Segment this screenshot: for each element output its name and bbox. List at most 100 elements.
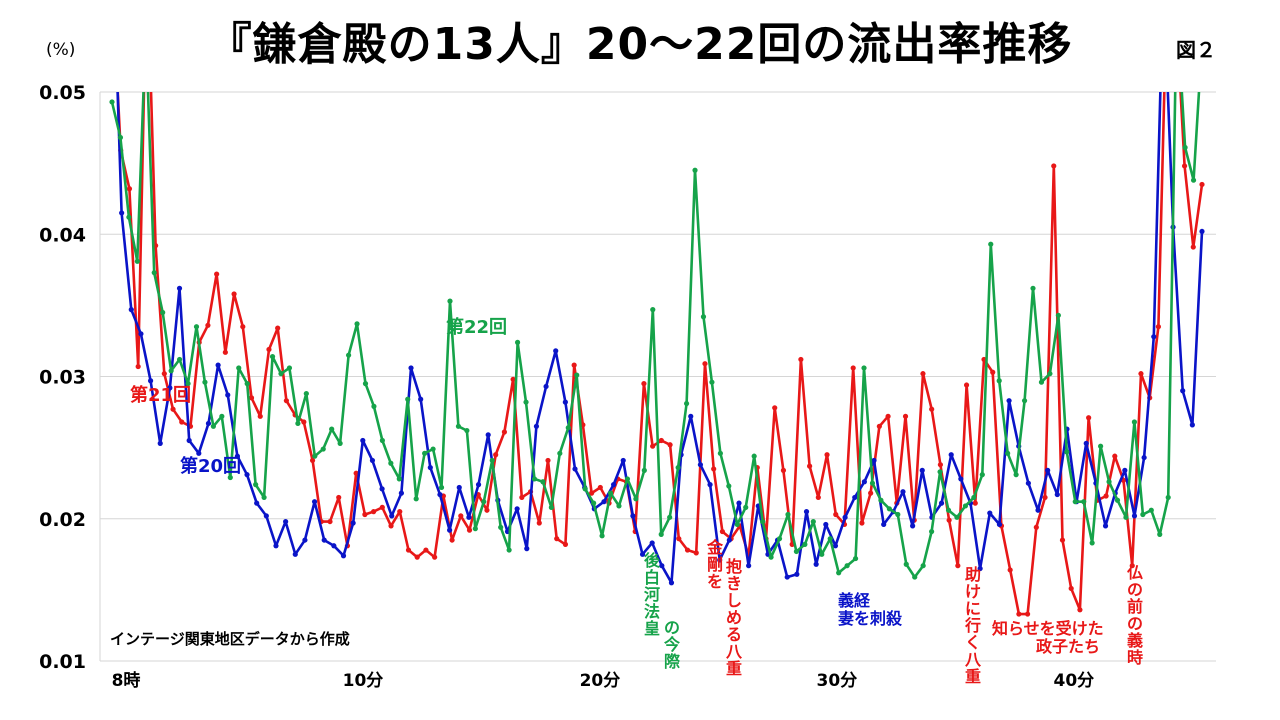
data-point bbox=[726, 483, 732, 489]
figure-number: 図２ bbox=[1176, 38, 1216, 62]
data-point bbox=[641, 381, 647, 387]
data-point bbox=[802, 541, 808, 547]
data-point bbox=[633, 496, 639, 502]
data-point bbox=[1005, 450, 1011, 456]
data-point bbox=[540, 479, 546, 485]
annotation-5: 妻を刺殺 bbox=[838, 609, 903, 628]
data-point bbox=[510, 376, 516, 382]
data-point bbox=[1165, 494, 1171, 501]
data-point bbox=[388, 523, 394, 529]
data-point bbox=[543, 383, 549, 390]
data-point bbox=[954, 514, 960, 520]
annotation-char: 金 bbox=[706, 538, 724, 557]
data-point bbox=[475, 482, 482, 488]
data-point bbox=[138, 331, 144, 337]
data-point bbox=[524, 546, 530, 552]
annotation-char: 後 bbox=[644, 551, 661, 570]
data-point bbox=[667, 514, 673, 520]
data-point bbox=[1151, 334, 1157, 340]
data-point bbox=[658, 531, 664, 537]
data-point bbox=[886, 506, 892, 512]
data-point bbox=[119, 210, 125, 216]
data-point bbox=[447, 527, 453, 533]
data-point bbox=[275, 325, 281, 331]
data-point bbox=[408, 365, 414, 371]
data-point bbox=[599, 533, 605, 539]
data-point bbox=[455, 423, 462, 429]
data-point bbox=[881, 521, 887, 528]
series-22 bbox=[109, 3, 1201, 580]
annotation-char: 皇 bbox=[644, 619, 660, 638]
data-point bbox=[1129, 563, 1135, 569]
data-point bbox=[493, 452, 499, 458]
data-point bbox=[819, 551, 825, 557]
data-point bbox=[832, 543, 839, 549]
data-point bbox=[388, 460, 394, 466]
x-tick-label-4: 40分 bbox=[1053, 671, 1094, 691]
data-point bbox=[803, 509, 810, 515]
data-point bbox=[286, 365, 293, 371]
annotation-char: し bbox=[726, 591, 742, 610]
series-label-1: 第21回 bbox=[130, 384, 191, 406]
data-point bbox=[1086, 415, 1092, 421]
data-point bbox=[369, 457, 376, 464]
data-point bbox=[693, 550, 699, 556]
data-point bbox=[1112, 453, 1118, 459]
annotation-char: 八 bbox=[964, 650, 982, 669]
data-point bbox=[389, 513, 395, 519]
data-point bbox=[312, 453, 318, 459]
data-point bbox=[215, 362, 221, 368]
data-point bbox=[977, 565, 983, 572]
data-point bbox=[1016, 611, 1022, 617]
data-point bbox=[210, 423, 216, 429]
data-point bbox=[726, 537, 732, 543]
data-point bbox=[675, 464, 681, 471]
data-point bbox=[565, 425, 571, 431]
data-point bbox=[962, 503, 969, 509]
plot-area bbox=[109, 3, 1205, 617]
data-point bbox=[676, 536, 682, 542]
data-point bbox=[1068, 585, 1074, 592]
annotation-char: 重 bbox=[965, 667, 981, 686]
data-point bbox=[283, 398, 289, 404]
data-point bbox=[688, 413, 694, 419]
data-point bbox=[885, 413, 891, 419]
data-point bbox=[1042, 494, 1048, 501]
data-point bbox=[842, 514, 848, 520]
data-point bbox=[1072, 499, 1078, 505]
data-point bbox=[1083, 440, 1089, 446]
data-point bbox=[871, 457, 877, 464]
data-point bbox=[278, 371, 284, 377]
data-point bbox=[354, 321, 360, 327]
data-point bbox=[405, 547, 412, 553]
data-point bbox=[785, 511, 791, 518]
data-point bbox=[971, 494, 977, 501]
data-point bbox=[963, 382, 970, 388]
annotation-8: 政子たち bbox=[1036, 637, 1100, 656]
data-point bbox=[458, 513, 464, 519]
y-axis-unit: (%) bbox=[46, 40, 76, 60]
y-tick-label-4: 0.05 bbox=[39, 82, 86, 104]
data-point bbox=[423, 547, 429, 553]
annotation-char: 白 bbox=[644, 568, 660, 587]
annotation-char: 行 bbox=[964, 616, 981, 635]
data-point bbox=[311, 499, 318, 505]
annotation-char: き bbox=[726, 574, 742, 593]
data-point bbox=[320, 446, 326, 452]
data-point bbox=[903, 561, 909, 567]
annotation-char: の bbox=[1127, 614, 1143, 633]
data-point bbox=[193, 324, 200, 330]
data-point bbox=[168, 368, 174, 374]
data-point bbox=[340, 553, 347, 559]
data-point bbox=[607, 490, 614, 496]
data-point bbox=[1174, 3, 1179, 8]
annotation-char: 際 bbox=[664, 652, 681, 671]
data-point bbox=[717, 450, 723, 456]
data-point bbox=[784, 574, 790, 580]
data-point bbox=[432, 554, 438, 560]
data-point bbox=[639, 551, 646, 557]
data-point bbox=[481, 499, 487, 505]
data-point bbox=[309, 457, 316, 464]
data-point bbox=[743, 504, 749, 510]
